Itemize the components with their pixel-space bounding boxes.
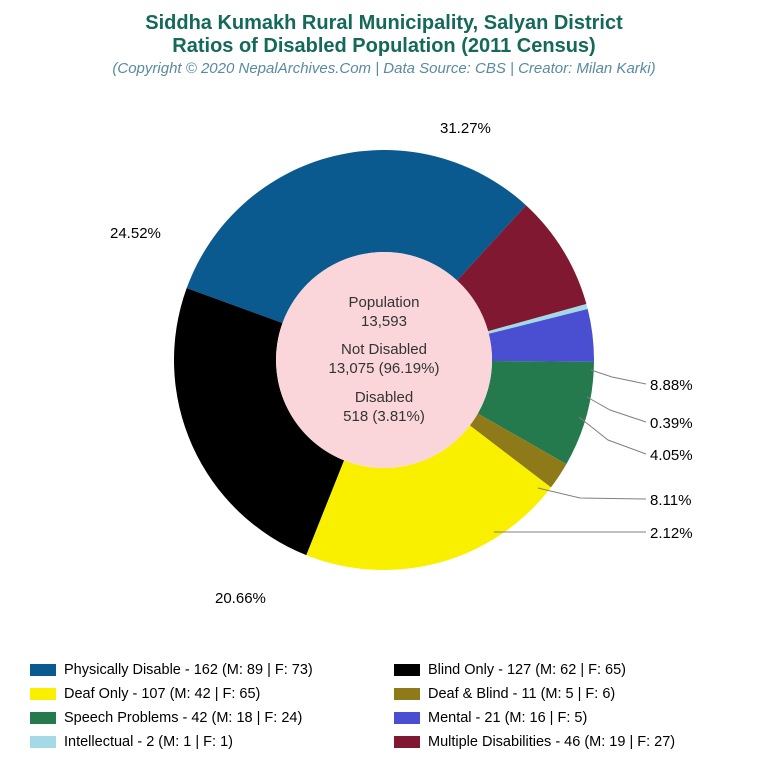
pct-label: 2.12% [650,525,693,542]
legend-label: Deaf & Blind - 11 (M: 5 | F: 6) [428,686,615,702]
center-summary: Population 13,593 Not Disabled 13,075 (9… [276,252,492,468]
title-subtitle: (Copyright © 2020 NepalArchives.Com | Da… [0,60,768,77]
legend-item: Blind Only - 127 (M: 62 | F: 65) [394,662,738,678]
population-value: 13,593 [349,313,420,332]
legend-swatch [30,712,56,724]
legend-item: Deaf Only - 107 (M: 42 | F: 65) [30,686,374,702]
legend: Physically Disable - 162 (M: 89 | F: 73)… [30,662,738,750]
chart-title-block: Siddha Kumakh Rural Municipality, Salyan… [0,0,768,77]
disabled-label: Disabled [343,389,425,408]
pct-label: 4.05% [650,447,693,464]
leader-line [591,370,646,384]
legend-label: Multiple Disabilities - 46 (M: 19 | F: 2… [428,734,675,750]
legend-label: Speech Problems - 42 (M: 18 | F: 24) [64,710,302,726]
legend-label: Intellectual - 2 (M: 1 | F: 1) [64,734,233,750]
pct-label: 20.66% [215,590,266,607]
title-line-2: Ratios of Disabled Population (2011 Cens… [0,35,768,58]
legend-item: Multiple Disabilities - 46 (M: 19 | F: 2… [394,734,738,750]
pct-label: 24.52% [110,225,161,242]
legend-item: Physically Disable - 162 (M: 89 | F: 73) [30,662,374,678]
legend-swatch [394,736,420,748]
legend-label: Physically Disable - 162 (M: 89 | F: 73) [64,662,313,678]
disabled-value: 518 (3.81%) [343,408,425,427]
legend-swatch [30,664,56,676]
legend-item: Intellectual - 2 (M: 1 | F: 1) [30,734,374,750]
legend-item: Deaf & Blind - 11 (M: 5 | F: 6) [394,686,738,702]
legend-item: Mental - 21 (M: 16 | F: 5) [394,710,738,726]
legend-item: Speech Problems - 42 (M: 18 | F: 24) [30,710,374,726]
legend-swatch [30,736,56,748]
pct-label: 31.27% [440,120,491,137]
pct-label: 0.39% [650,415,693,432]
legend-swatch [394,688,420,700]
pct-label: 8.88% [650,377,693,394]
legend-label: Mental - 21 (M: 16 | F: 5) [428,710,587,726]
leader-line [587,397,646,422]
pct-label: 8.11% [650,492,691,509]
legend-swatch [394,664,420,676]
legend-label: Blind Only - 127 (M: 62 | F: 65) [428,662,626,678]
legend-swatch [394,712,420,724]
population-label: Population [349,294,420,313]
legend-label: Deaf Only - 107 (M: 42 | F: 65) [64,686,260,702]
legend-swatch [30,688,56,700]
title-line-1: Siddha Kumakh Rural Municipality, Salyan… [0,12,768,35]
notdisabled-value: 13,075 (96.19%) [329,360,440,379]
notdisabled-label: Not Disabled [329,341,440,360]
